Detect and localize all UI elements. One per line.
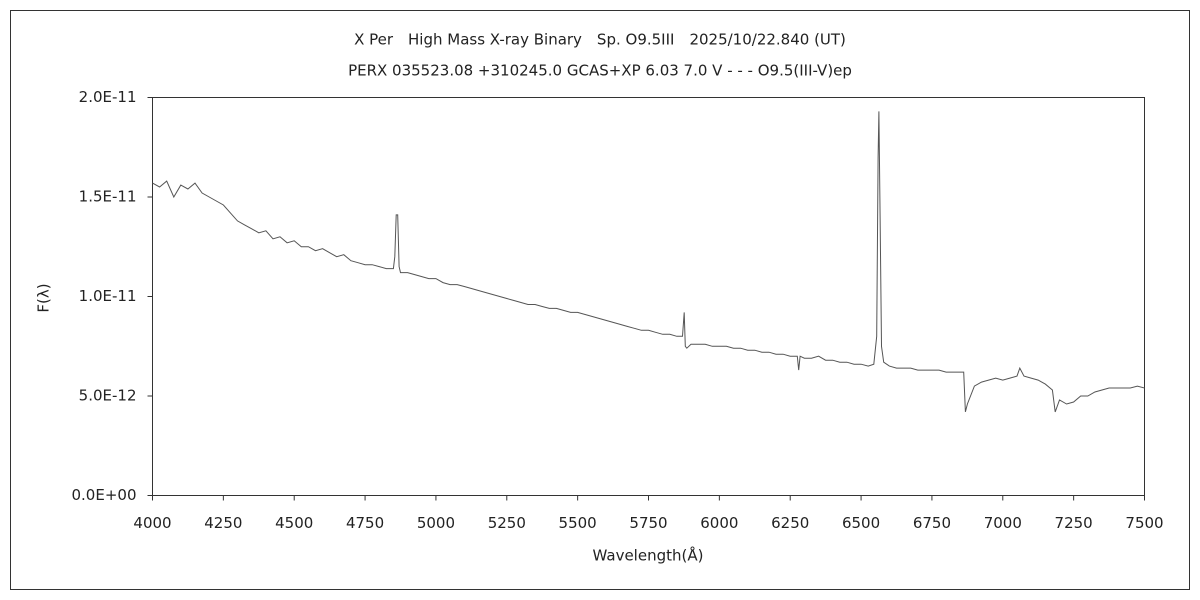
x-tick-label: 7500 <box>1125 514 1163 532</box>
y-tick-label: 2.0E-11 <box>79 88 137 106</box>
x-tick-label: 5250 <box>488 514 526 532</box>
x-tick-label: 6500 <box>842 514 880 532</box>
x-tick-label: 5750 <box>629 514 667 532</box>
x-tick-label: 4250 <box>204 514 242 532</box>
y-tick-label: 5.0E-12 <box>79 387 137 405</box>
y-tick-label: 1.0E-11 <box>79 287 137 305</box>
x-tick-label: 5500 <box>559 514 597 532</box>
x-tick-label: 6750 <box>913 514 951 532</box>
x-axis-label: Wavelength(Å) <box>593 546 704 565</box>
chart-title: X Per High Mass X-ray Binary Sp. O9.5III… <box>354 31 846 49</box>
x-tick-label: 4000 <box>133 514 171 532</box>
x-tick-label: 4750 <box>346 514 384 532</box>
x-tick-label: 6250 <box>771 514 809 532</box>
y-tick-label: 0.0E+00 <box>72 486 137 504</box>
y-tick-label: 1.5E-11 <box>79 188 137 206</box>
x-tick-label: 5000 <box>417 514 455 532</box>
x-tick-label: 4500 <box>275 514 313 532</box>
y-axis-label: F(λ) <box>35 283 53 312</box>
plot-area <box>152 97 1145 496</box>
x-tick-label: 7000 <box>984 514 1022 532</box>
outer-frame <box>10 10 1190 590</box>
spectrum-line <box>152 111 1145 413</box>
x-tick-label: 6000 <box>700 514 738 532</box>
chart-subtitle: PERX 035523.08 +310245.0 GCAS+XP 6.03 7.… <box>348 62 852 80</box>
x-tick-label: 7250 <box>1055 514 1093 532</box>
